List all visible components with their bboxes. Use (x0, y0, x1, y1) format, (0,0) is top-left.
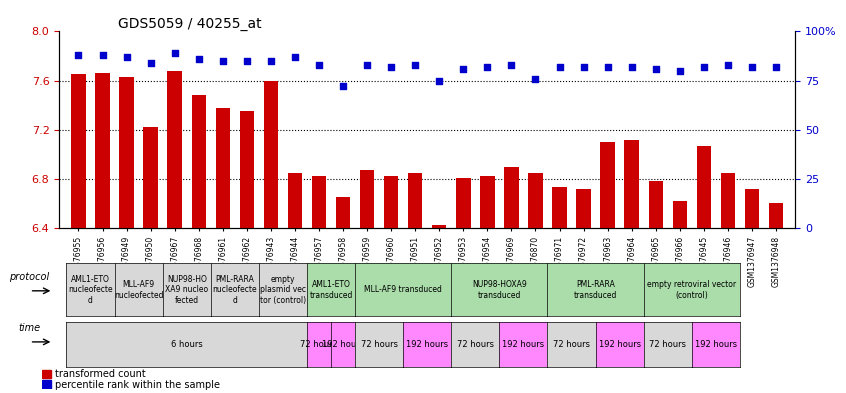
Text: 72 hours: 72 hours (300, 340, 338, 349)
Point (384, 64, 398, 70)
Point (745, 64, 759, 70)
Point (601, 64, 614, 70)
Point (288, 54, 302, 60)
Text: 192 hours: 192 hours (322, 340, 364, 349)
Bar (384, 176, 398, 228)
Bar (191, 95, 206, 228)
Text: PML-RARA
transduced: PML-RARA transduced (574, 280, 618, 299)
Point (673, 68, 687, 74)
Bar (288, 173, 302, 228)
Point (240, 58, 254, 64)
Bar (456, 178, 470, 228)
Bar (336, 197, 350, 228)
Bar (264, 81, 278, 228)
Text: AML1-ETO
transduced: AML1-ETO transduced (310, 280, 353, 299)
Text: protocol: protocol (9, 272, 50, 282)
Text: time: time (19, 323, 41, 333)
Bar (432, 226, 447, 228)
Text: 72 hours: 72 hours (649, 340, 686, 349)
Text: 192 hours: 192 hours (406, 340, 448, 349)
Text: 72 hours: 72 hours (457, 340, 494, 349)
Point (144, 60, 157, 66)
Bar (624, 140, 639, 228)
Point (360, 62, 374, 68)
Point (192, 56, 206, 62)
Point (96, 52, 109, 58)
Text: PML-RARA
nucleofecte
d: PML-RARA nucleofecte d (212, 275, 257, 305)
Text: 192 hours: 192 hours (503, 340, 545, 349)
Point (481, 64, 494, 70)
Point (168, 50, 181, 56)
Bar (144, 127, 158, 228)
Bar (649, 181, 663, 228)
Point (577, 64, 591, 70)
Text: percentile rank within the sample: percentile rank within the sample (55, 380, 220, 390)
Point (72, 52, 85, 58)
Bar (601, 142, 615, 228)
Bar (42, 380, 51, 389)
Bar (239, 111, 254, 228)
Point (216, 58, 229, 64)
Point (697, 64, 711, 70)
Text: 72 hours: 72 hours (360, 340, 398, 349)
Point (457, 66, 470, 72)
Bar (71, 74, 85, 228)
Bar (119, 77, 134, 228)
Text: GDS5059 / 40255_at: GDS5059 / 40255_at (118, 17, 261, 31)
Bar (576, 189, 591, 228)
Point (312, 62, 326, 68)
Text: empty retroviral vector
(control): empty retroviral vector (control) (647, 280, 736, 299)
Bar (42, 369, 51, 378)
Point (721, 62, 734, 68)
Point (505, 62, 519, 68)
Point (432, 77, 446, 84)
Text: empty
plasmid vec
tor (control): empty plasmid vec tor (control) (260, 275, 306, 305)
Text: NUP98-HOXA9
transduced: NUP98-HOXA9 transduced (472, 280, 527, 299)
Point (336, 83, 349, 90)
Bar (481, 176, 495, 228)
Bar (721, 173, 735, 228)
Point (264, 58, 277, 64)
Bar (408, 173, 422, 228)
Point (552, 64, 566, 70)
Point (625, 64, 639, 70)
Bar (216, 108, 230, 228)
Bar (696, 146, 711, 228)
Bar (673, 201, 687, 228)
Text: 6 hours: 6 hours (171, 340, 202, 349)
Text: NUP98-HO
XA9 nucleo
fected: NUP98-HO XA9 nucleo fected (165, 275, 208, 305)
Bar (769, 204, 783, 228)
Point (409, 62, 422, 68)
Bar (528, 173, 542, 228)
Point (120, 54, 134, 60)
Text: MLL-AF9
nucleofected: MLL-AF9 nucleofected (114, 280, 163, 299)
Point (529, 75, 542, 82)
Point (769, 64, 783, 70)
Bar (552, 187, 567, 228)
Bar (744, 189, 759, 228)
Bar (312, 176, 327, 228)
Text: 192 hours: 192 hours (599, 340, 640, 349)
Text: 192 hours: 192 hours (695, 340, 737, 349)
Point (649, 66, 662, 72)
Bar (168, 71, 182, 228)
Text: transformed count: transformed count (55, 369, 146, 379)
Bar (504, 167, 519, 228)
Text: 72 hours: 72 hours (553, 340, 590, 349)
Bar (96, 73, 110, 228)
Text: AML1-ETO
nucleofecte
d: AML1-ETO nucleofecte d (69, 275, 113, 305)
Text: MLL-AF9 transduced: MLL-AF9 transduced (365, 285, 442, 294)
Bar (360, 170, 374, 228)
